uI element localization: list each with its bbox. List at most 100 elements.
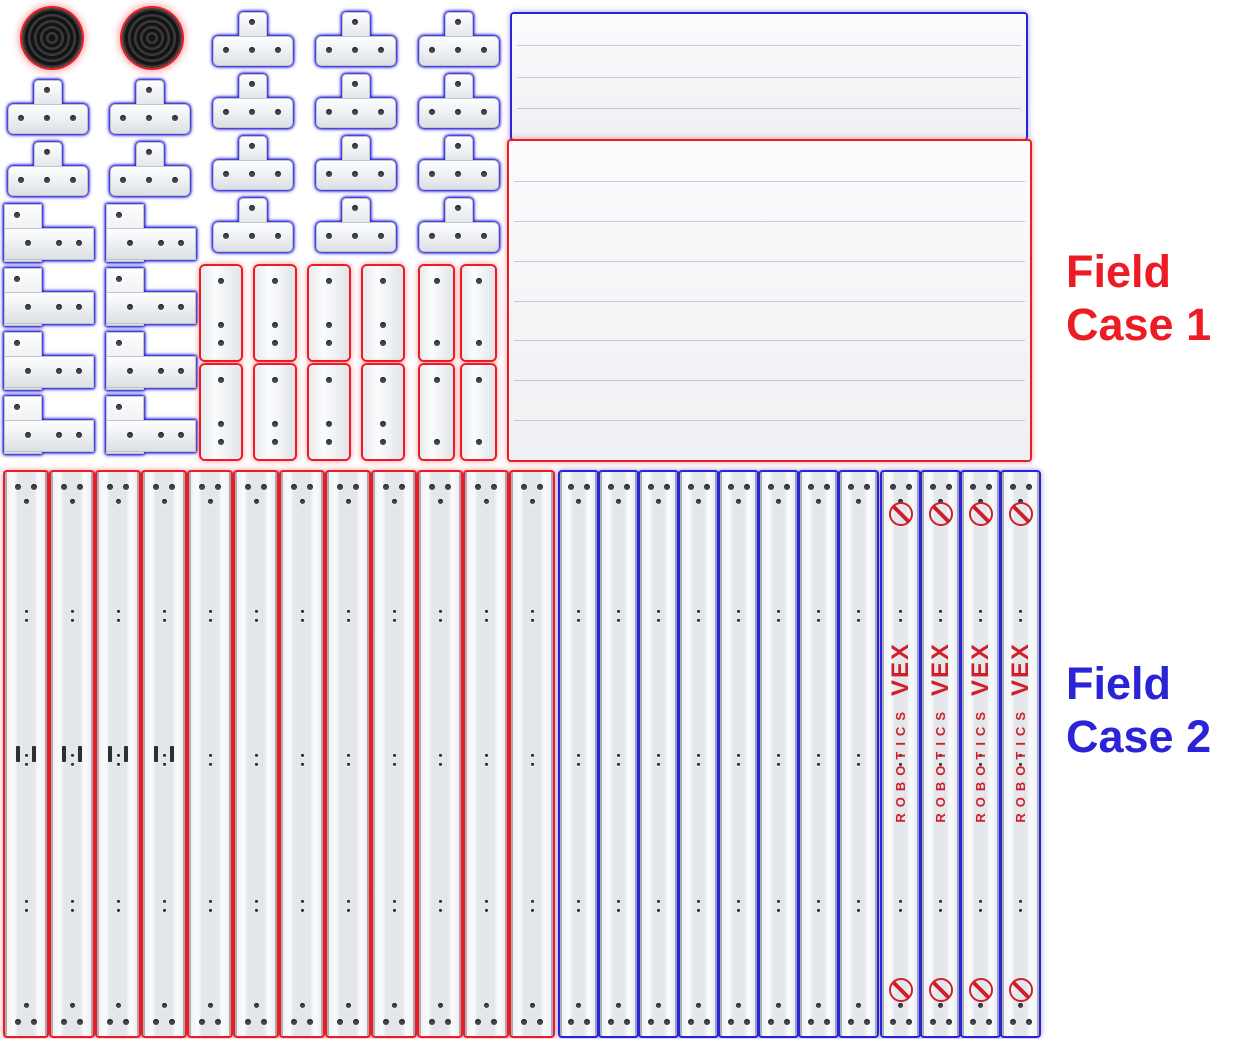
hole (567, 484, 574, 490)
hole (76, 240, 82, 246)
hole (158, 304, 164, 310)
hole (380, 340, 386, 346)
hole (107, 484, 113, 490)
hole (249, 109, 255, 115)
hole (777, 909, 780, 912)
hole (14, 276, 20, 282)
hole (429, 47, 435, 53)
hole (979, 763, 982, 766)
hole (529, 1003, 535, 1008)
hole (146, 149, 152, 155)
hole (577, 900, 580, 903)
hole (178, 368, 184, 374)
hole (380, 322, 386, 328)
hole (938, 1003, 943, 1008)
hole (61, 484, 67, 490)
hole (623, 1019, 630, 1025)
hole (307, 1019, 313, 1025)
hole (127, 368, 133, 374)
hole (939, 754, 942, 757)
hole (696, 499, 701, 504)
hole (272, 439, 278, 445)
corner-bracket (4, 204, 94, 264)
panel-slat-line (514, 420, 1025, 421)
hole (475, 278, 482, 284)
hole (253, 1003, 259, 1008)
hole (399, 484, 405, 490)
hole (743, 1019, 750, 1025)
rail-case1 (327, 472, 369, 1036)
hole (300, 909, 304, 912)
hole (607, 1019, 614, 1025)
hole (326, 233, 332, 239)
hole (123, 484, 129, 490)
hole (70, 909, 74, 912)
connector-plate (201, 365, 241, 459)
hole (697, 619, 700, 622)
hole (326, 47, 332, 53)
hole (161, 1003, 167, 1008)
hole (455, 47, 461, 53)
hole (438, 619, 442, 622)
hole (352, 171, 358, 177)
hole (215, 1019, 221, 1025)
hole (44, 115, 50, 121)
hole (300, 763, 304, 766)
hole (857, 909, 860, 912)
connector-plate (201, 266, 241, 360)
hole (577, 909, 580, 912)
hole (807, 1019, 814, 1025)
hole (254, 619, 258, 622)
hole (56, 432, 62, 438)
rail-slot (32, 746, 36, 762)
hole (583, 484, 590, 490)
hole (300, 619, 304, 622)
hole (158, 432, 164, 438)
hole (23, 499, 29, 504)
hole (69, 499, 75, 504)
hole (208, 763, 212, 766)
hole (617, 754, 620, 757)
rail-case1 (511, 472, 553, 1036)
hole (847, 484, 854, 490)
hole (616, 499, 621, 504)
vex-logo-icon (928, 502, 953, 526)
hole (736, 1003, 741, 1008)
hole (291, 1019, 297, 1025)
hole (743, 484, 750, 490)
hole (776, 1003, 781, 1008)
panel-slat-line (517, 45, 1021, 46)
hole (737, 909, 740, 912)
hole (158, 240, 164, 246)
hole (249, 81, 255, 87)
hole (392, 763, 396, 766)
connector-plate (363, 365, 403, 459)
t-bracket (316, 12, 396, 66)
hole (76, 432, 82, 438)
rail-case1 (419, 472, 461, 1036)
hole (777, 619, 780, 622)
hole (15, 1019, 21, 1025)
hole (697, 909, 700, 912)
hole (352, 205, 358, 211)
panel-slat-line (514, 340, 1025, 341)
hole (77, 1019, 83, 1025)
hole (291, 484, 297, 490)
t-bracket (213, 136, 293, 190)
rail-slot (78, 746, 82, 762)
hole (178, 240, 184, 246)
hole (777, 900, 780, 903)
corner-bracket (4, 396, 94, 456)
hole (857, 900, 860, 903)
hole (529, 499, 535, 504)
panel-slat-line (514, 301, 1025, 302)
rail-case2-vex: VEX ROBOTICS (922, 472, 959, 1036)
hole (484, 610, 488, 613)
hole (847, 1019, 854, 1025)
hole (929, 1019, 936, 1025)
hole (307, 484, 313, 490)
hole (537, 484, 543, 490)
hole (978, 499, 983, 504)
rail-case1 (373, 472, 415, 1036)
